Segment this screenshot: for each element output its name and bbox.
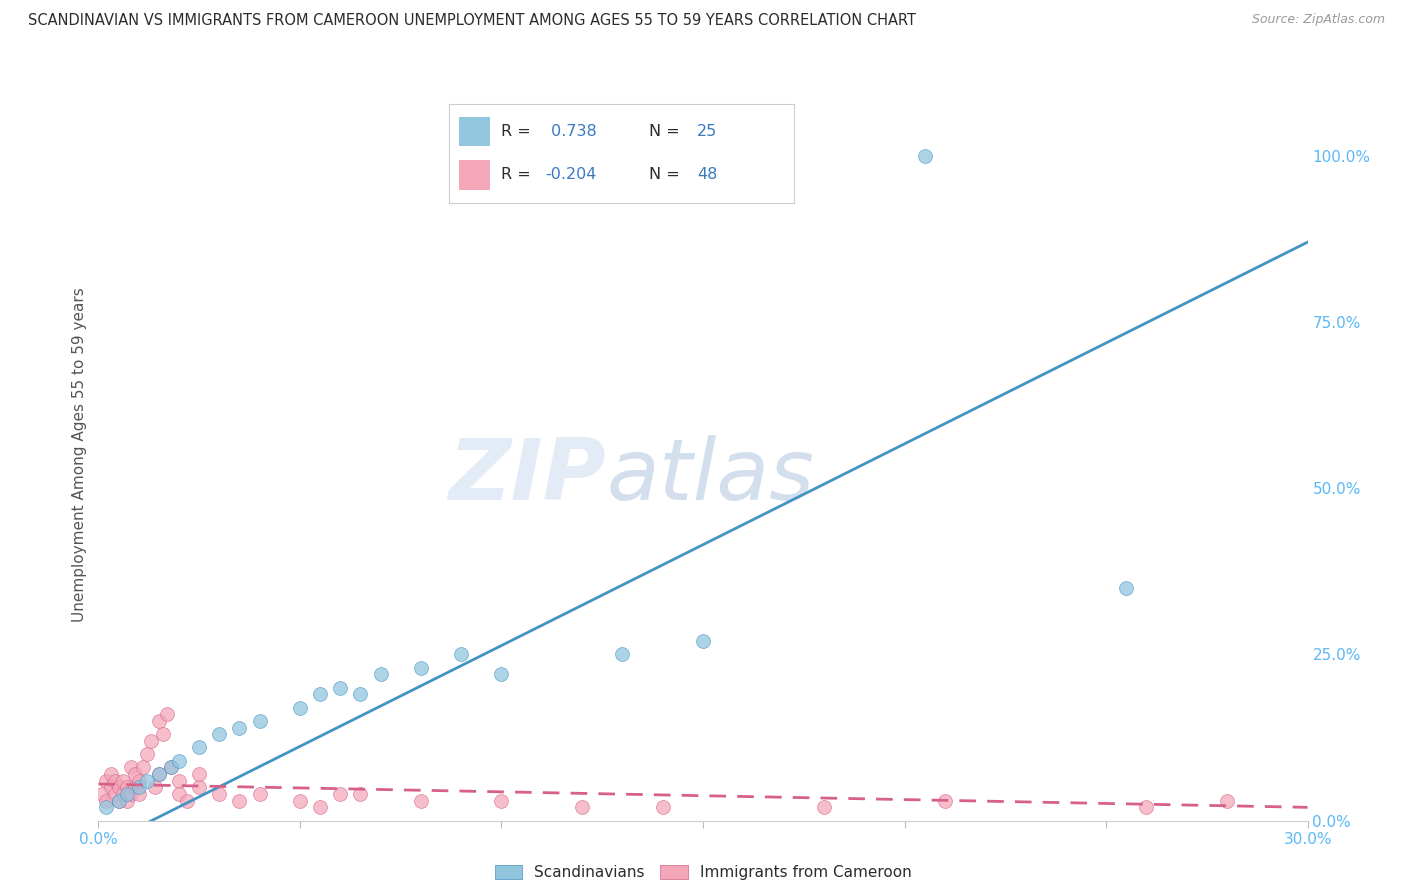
Point <box>208 727 231 741</box>
Point <box>103 773 125 788</box>
Point <box>309 800 332 814</box>
Point <box>132 760 155 774</box>
Point <box>107 794 129 808</box>
Point <box>115 780 138 795</box>
Point <box>288 794 311 808</box>
Point <box>148 767 170 781</box>
Point <box>160 760 183 774</box>
Point <box>249 787 271 801</box>
Point <box>115 787 138 801</box>
Point <box>188 740 211 755</box>
Point <box>111 773 134 788</box>
Point <box>143 780 166 795</box>
Point <box>409 794 432 808</box>
Point <box>148 714 170 728</box>
Y-axis label: Unemployment Among Ages 55 to 59 years: Unemployment Among Ages 55 to 59 years <box>72 287 87 623</box>
Point <box>156 707 179 722</box>
Legend: Scandinavians, Immigrants from Cameroon: Scandinavians, Immigrants from Cameroon <box>488 859 918 886</box>
Point <box>148 767 170 781</box>
Point <box>111 787 134 801</box>
Point <box>228 721 250 735</box>
Point <box>188 780 211 795</box>
Point <box>107 794 129 808</box>
Point <box>96 794 118 808</box>
Point <box>135 747 157 761</box>
Point <box>100 767 122 781</box>
Point <box>249 714 271 728</box>
Text: Source: ZipAtlas.com: Source: ZipAtlas.com <box>1251 13 1385 27</box>
Point <box>91 787 114 801</box>
Point <box>124 780 146 795</box>
Point <box>103 787 125 801</box>
Point <box>139 734 162 748</box>
Point <box>188 767 211 781</box>
Point <box>772 149 794 163</box>
Point <box>1216 794 1239 808</box>
Point <box>124 767 146 781</box>
Point <box>934 794 956 808</box>
Point <box>160 760 183 774</box>
Point <box>288 700 311 714</box>
Text: ZIP: ZIP <box>449 435 606 518</box>
Point <box>1115 581 1137 595</box>
Text: SCANDINAVIAN VS IMMIGRANTS FROM CAMEROON UNEMPLOYMENT AMONG AGES 55 TO 59 YEARS : SCANDINAVIAN VS IMMIGRANTS FROM CAMEROON… <box>28 13 917 29</box>
Point <box>651 800 673 814</box>
Point <box>120 760 142 774</box>
Text: atlas: atlas <box>606 435 814 518</box>
Point <box>115 794 138 808</box>
Point <box>167 787 190 801</box>
Point <box>370 667 392 681</box>
Point <box>450 648 472 662</box>
Point <box>349 687 371 701</box>
Point <box>208 787 231 801</box>
Point <box>228 794 250 808</box>
Point <box>813 800 835 814</box>
Point <box>309 687 332 701</box>
Point <box>128 773 150 788</box>
Point <box>329 681 352 695</box>
Point <box>692 634 714 648</box>
Point <box>96 800 118 814</box>
Point <box>107 780 129 795</box>
Point <box>1135 800 1157 814</box>
Point <box>914 149 936 163</box>
Point <box>491 794 513 808</box>
Point <box>120 787 142 801</box>
Point <box>128 787 150 801</box>
Point <box>128 780 150 795</box>
Point <box>329 787 352 801</box>
Point <box>571 800 593 814</box>
Point <box>152 727 174 741</box>
Point <box>349 787 371 801</box>
Point <box>96 773 118 788</box>
Point <box>100 780 122 795</box>
Point <box>176 794 198 808</box>
Point <box>167 754 190 768</box>
Point <box>409 661 432 675</box>
Point <box>167 773 190 788</box>
Point <box>135 773 157 788</box>
Point <box>612 648 634 662</box>
Point <box>491 667 513 681</box>
